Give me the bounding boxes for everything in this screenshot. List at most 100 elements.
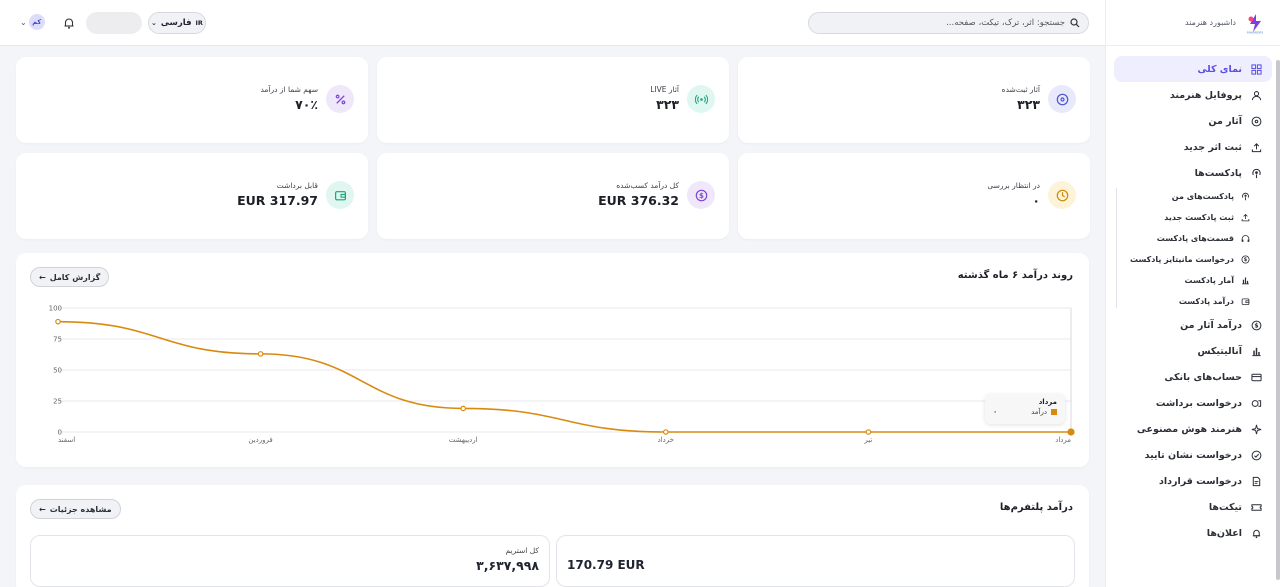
data-point [865, 429, 872, 435]
view-details-button[interactable]: مشاهده جزئیات ← [30, 499, 121, 519]
data-point [55, 318, 61, 325]
dollar-icon: $ [1240, 255, 1250, 265]
sidebar-item-label: نمای کلی [1197, 63, 1242, 75]
platform-total-box: 170.79 EUR [556, 535, 1075, 587]
data-point [662, 429, 669, 435]
sidebar-item[interactable]: درخواست نشان تایید [1114, 442, 1272, 468]
disc-icon [1048, 85, 1076, 113]
sidebar-scrollbar[interactable] [1276, 60, 1280, 580]
arrow-left-icon: ← [39, 504, 46, 514]
view-details-label: مشاهده جزئیات [49, 504, 112, 514]
stat-label: در انتظار بررسی [987, 181, 1040, 190]
sidebar-item-label: پروفایل هنرمند [1169, 89, 1242, 101]
sidebar-item-label: تیکت‌ها [1208, 501, 1242, 513]
podcast-subnav: پادکست‌های من ثبت پادکست جدید قسمت‌های پاد… [1106, 186, 1264, 312]
stat-label: آثار LIVE [650, 85, 679, 94]
bell-icon[interactable] [62, 16, 76, 30]
svg-text:$: $ [1243, 257, 1247, 263]
y-tick-label: 50 [53, 367, 62, 375]
sidebar-subitem-label: آمار پادکست [1184, 276, 1234, 285]
tooltip-value: ۰ [993, 408, 998, 416]
sidebar-subitem[interactable]: ثبت پادکست جدید [1106, 207, 1260, 228]
y-tick-label: 0 [58, 429, 62, 437]
sidebar-item-label: آثار من [1208, 115, 1242, 127]
dollar-icon: $ [1250, 319, 1262, 331]
chevron-down-icon: ⌄ [151, 19, 157, 27]
sidebar-item[interactable]: $ درآمد آثار من [1114, 312, 1272, 338]
logo-icon: FANDROPS [1247, 13, 1263, 34]
sidebar-item-label: آنالیتیکس [1197, 345, 1242, 357]
revenue-trend-card: روند درآمد ۶ ماه گذشته گزارش کامل ← 0 25 5… [16, 253, 1089, 467]
stat-value: ۳۲۳ [656, 97, 679, 112]
podcast-icon [1240, 192, 1250, 202]
tooltip-title: مرداد [1038, 398, 1057, 406]
stat-card: در انتظار بررسی ۰ [738, 153, 1090, 239]
sidebar-item[interactable]: آثار من [1114, 108, 1272, 134]
stat-card: آثار LIVE ۳۲۳ [377, 57, 729, 143]
bar-chart-icon [1240, 276, 1250, 286]
sidebar-item[interactable]: نمای کلی [1114, 56, 1272, 82]
y-tick-label: 75 [53, 336, 62, 344]
stat-value: ۷۰٪ [295, 97, 318, 112]
x-tick-label: مرداد [1055, 436, 1071, 444]
sidebar-item[interactable]: تیکت‌ها [1114, 494, 1272, 520]
sidebar-item-label: درخواست نشان تایید [1144, 449, 1242, 461]
sidebar-item-label: حساب‌های بانکی [1164, 371, 1242, 383]
wallet-icon [326, 181, 354, 209]
sidebar-item[interactable]: پروفایل هنرمند [1114, 82, 1272, 108]
data-point [1067, 428, 1075, 436]
upload-icon [1240, 213, 1250, 223]
brand: داشبورد هنرمند FANDROPS [1106, 0, 1280, 46]
disc-icon [1250, 115, 1262, 127]
language-label: فارسی [160, 18, 192, 28]
data-point [257, 351, 264, 357]
sidebar-item[interactable]: آنالیتیکس [1114, 338, 1272, 364]
sidebar-item[interactable]: ثبت اثر جدید [1114, 134, 1272, 160]
sidebar-item[interactable]: حساب‌های بانکی [1114, 364, 1272, 390]
stat-card: آثار ثبت‌شده ۳۲۳ [738, 57, 1090, 143]
platform-revenue-card: درآمد پلتفرم‌ها مشاهده جزئیات ← 170.79 E… [16, 485, 1089, 587]
language-selector[interactable]: ⌄ فارسی IR [148, 12, 206, 34]
sidebar-item-label: اعلان‌ها [1206, 527, 1242, 539]
sidebar-subitem[interactable]: درآمد پادکست [1106, 291, 1260, 312]
top-header: جستجو: اثر، ترک، تیکت، صفحه... ⌄ فارسی I… [0, 0, 1105, 46]
ticket-icon [1250, 501, 1262, 513]
broadcast-icon [687, 85, 715, 113]
sidebar-subitem[interactable]: قسمت‌های پادکست [1106, 228, 1260, 249]
sidebar-item[interactable]: درخواست قرارداد [1114, 468, 1272, 494]
user-menu[interactable]: ⌄ کم [20, 14, 45, 30]
language-code: IR [195, 19, 203, 27]
search-input[interactable]: جستجو: اثر، ترک، تیکت، صفحه... [808, 12, 1089, 34]
sidebar-subitem[interactable]: پادکست‌های من [1106, 186, 1260, 207]
sidebar-subitem[interactable]: آمار پادکست [1106, 270, 1260, 291]
total-streams-label: کل استریم [505, 546, 539, 555]
revenue-line-chart: 0 25 50 75 100 اسفند فروردین اردیبهشت خرداد تیر مر… [49, 305, 1075, 444]
sidebar-item-label: درآمد آثار من [1180, 319, 1242, 331]
user-name-placeholder [86, 12, 142, 34]
sidebar-subitem-label: درآمد پادکست [1178, 297, 1234, 306]
stat-label: سهم شما از درآمد [260, 85, 319, 94]
sidebar: داشبورد هنرمند FANDROPS نمای کلی پروفایل … [1105, 0, 1280, 587]
sidebar-item[interactable]: هنرمند هوش مصنوعی [1114, 416, 1272, 442]
svg-text:FANDROPS: FANDROPS [1247, 30, 1263, 34]
sidebar-subitem[interactable]: $ درخواست مانیتایز پادکست [1106, 249, 1260, 270]
stat-value: EUR 376.32 [598, 193, 679, 208]
y-tick-label: 25 [53, 398, 62, 406]
stat-label: آثار ثبت‌شده [1001, 85, 1040, 94]
stat-value: ۳۲۳ [1017, 97, 1040, 112]
sidebar-nav: نمای کلی پروفایل هنرمند آثار من ثبت اثر جدی… [1106, 46, 1280, 546]
sidebar-item[interactable]: درخواست برداشت [1114, 390, 1272, 416]
stat-card: سهم شما از درآمد ۷۰٪ [16, 57, 368, 143]
y-tick-label: 100 [49, 305, 62, 313]
sidebar-subitem-label: پادکست‌های من [1171, 192, 1234, 201]
sidebar-item-label: ثبت اثر جدید [1183, 141, 1242, 153]
card-icon [1250, 371, 1262, 383]
podcast-icon [1250, 167, 1262, 179]
headphones-icon [1240, 234, 1250, 244]
full-report-button[interactable]: گزارش کامل ← [30, 267, 110, 287]
sidebar-item[interactable]: پادکست‌ها [1114, 160, 1272, 186]
chart-tooltip: مرداد درآمد ۰ [985, 394, 1065, 424]
sidebar-item-label: هنرمند هوش مصنوعی [1136, 423, 1242, 435]
x-tick-label: اسفند [58, 436, 75, 444]
sidebar-item[interactable]: اعلان‌ها [1114, 520, 1272, 546]
